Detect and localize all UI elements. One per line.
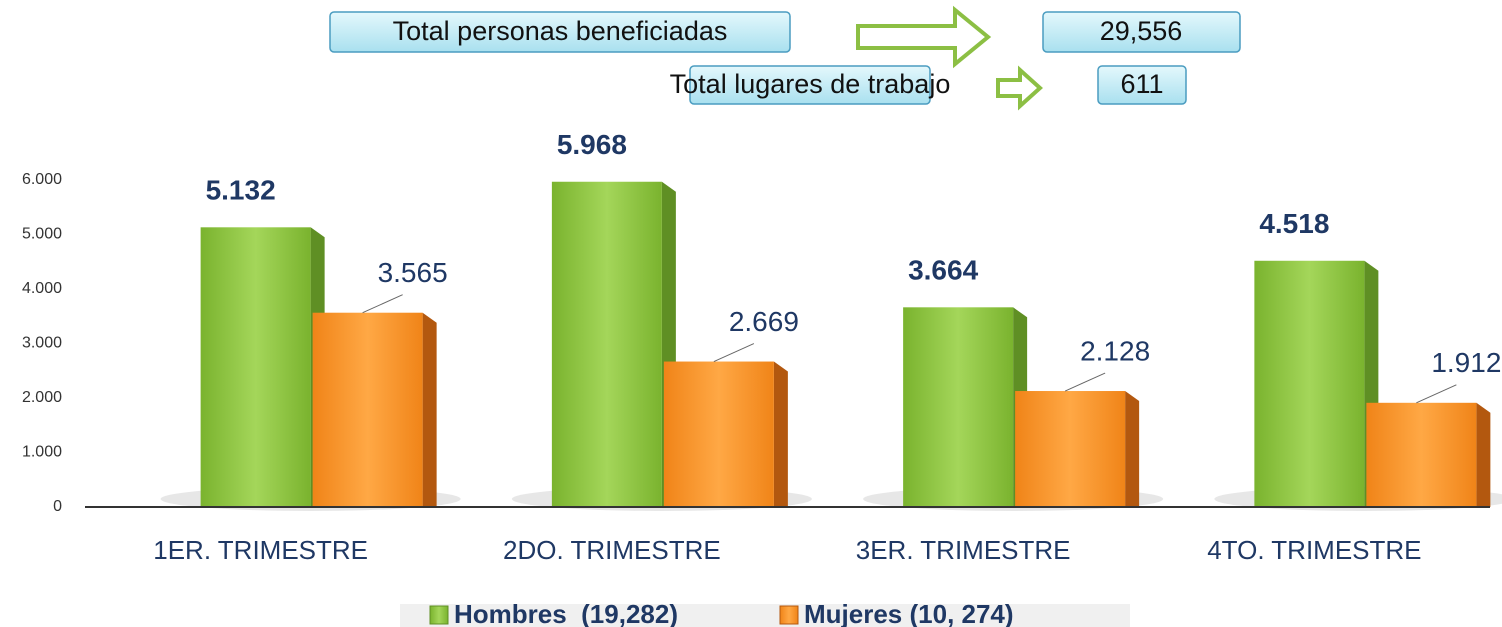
- annotation-box: [1097, 65, 1187, 105]
- legend-label: Hombres (19,282): [454, 599, 678, 627]
- leader-line: [362, 294, 403, 314]
- data-label: 3.664: [908, 255, 978, 286]
- bar: [1015, 391, 1126, 507]
- bar: [1366, 402, 1477, 507]
- legend-swatch: [779, 605, 799, 625]
- annotation: 611: [1120, 69, 1163, 99]
- bar-side: [1125, 391, 1140, 507]
- legend-band: [400, 604, 1130, 627]
- y-tick-label: 5.000: [22, 226, 62, 243]
- leader-line: [1064, 372, 1106, 392]
- data-label: 3.565: [378, 257, 448, 288]
- y-tick-label: 4.000: [22, 280, 62, 297]
- x-tick-label: 4TO. TRIMESTRE: [1207, 535, 1421, 565]
- leader-line: [1416, 384, 1457, 404]
- y-tick-label: 0: [53, 498, 62, 515]
- data-label: 2.128: [1080, 335, 1150, 366]
- bar-side: [773, 361, 788, 507]
- data-label: 5.968: [557, 129, 627, 160]
- y-tick-label: 6.000: [22, 171, 62, 188]
- annotation-box: [329, 11, 791, 53]
- legend-swatch: [429, 605, 449, 625]
- bar-side: [422, 312, 437, 507]
- bar: [312, 312, 423, 507]
- y-tick-label: 1.000: [22, 444, 62, 461]
- annotation: 29,556: [1100, 16, 1183, 46]
- annotation-box: [689, 65, 931, 105]
- x-tick-label: 1ER. TRIMESTRE: [153, 535, 368, 565]
- bar: [551, 181, 662, 507]
- annotation: Total lugares de trabajo: [670, 69, 951, 99]
- arrow: [856, 5, 992, 69]
- bar-side: [1476, 402, 1491, 507]
- data-label: 5.132: [206, 175, 276, 206]
- leader-line: [713, 343, 755, 362]
- data-label: 1.912: [1431, 347, 1501, 378]
- bar: [200, 227, 311, 507]
- annotation-box: [1042, 11, 1241, 53]
- x-tick-label: 2DO. TRIMESTRE: [503, 535, 721, 565]
- bar: [903, 307, 1014, 507]
- bar: [1254, 260, 1365, 507]
- arrow: [996, 65, 1043, 111]
- x-tick-label: 3ER. TRIMESTRE: [856, 535, 1071, 565]
- data-label: 4.518: [1259, 208, 1329, 239]
- data-label: 2.669: [729, 306, 799, 337]
- y-tick-label: 2.000: [22, 389, 62, 406]
- y-tick-label: 3.000: [22, 335, 62, 352]
- legend-label: Mujeres (10, 274): [804, 599, 1014, 627]
- annotation: Total personas beneficiadas: [393, 16, 728, 46]
- bar: [663, 361, 774, 507]
